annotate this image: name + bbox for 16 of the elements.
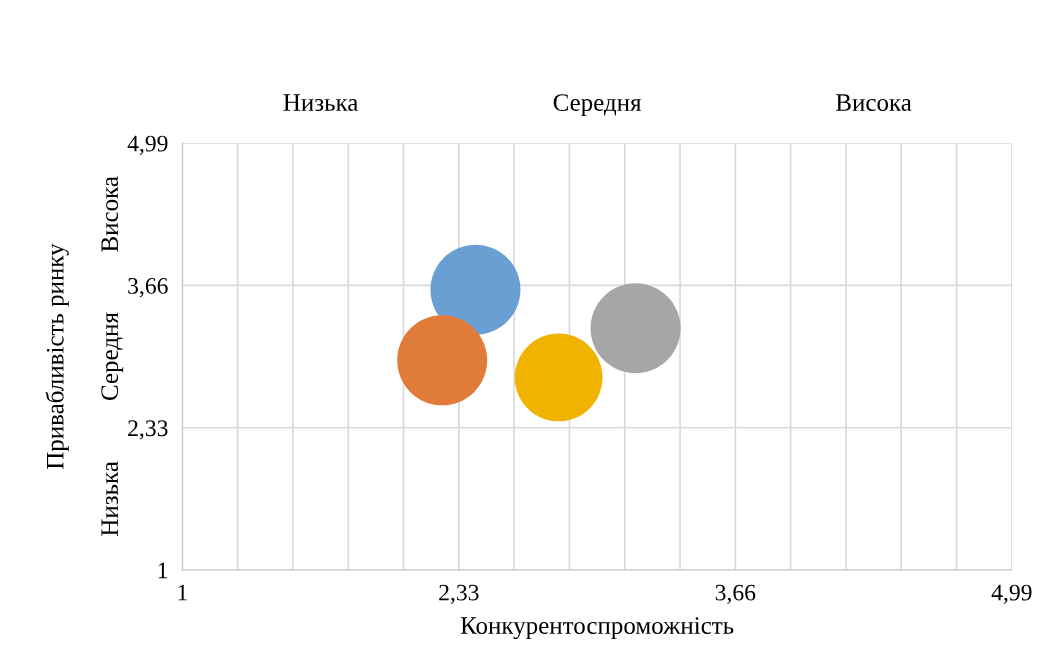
y-tick-label: 2,33 xyxy=(128,420,168,440)
text: Середня xyxy=(553,94,642,117)
x-tick-label: 2,33 xyxy=(439,584,479,604)
x-tick-label: 1 xyxy=(178,584,187,601)
text: Висока xyxy=(101,176,119,252)
y-tick-label: 3,66 xyxy=(128,277,168,298)
text: Низька xyxy=(101,461,119,536)
text: Середня xyxy=(101,312,124,401)
y-tick-label: 1 xyxy=(158,562,168,579)
x-axis-title: Конкурентоспроможність xyxy=(460,617,734,640)
text: Висока xyxy=(836,94,912,111)
text: Низька xyxy=(283,94,359,111)
y-tick-label: 4,99 xyxy=(127,135,168,155)
y-axis-title: Привабливість ринку xyxy=(45,243,69,470)
x-tick-label: 3,66 xyxy=(715,584,756,604)
x-tick-label: 4,99 xyxy=(991,584,1032,604)
